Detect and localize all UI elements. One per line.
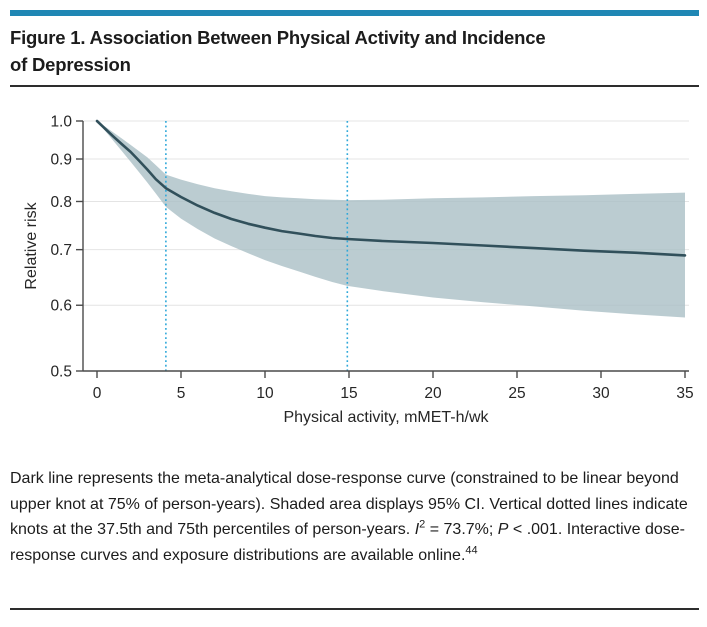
x-tick-label: 15 (340, 385, 357, 402)
x-tick-label: 10 (256, 385, 274, 402)
x-tick-label: 20 (424, 385, 442, 402)
figure-title-line1: Figure 1. Association Between Physical A… (10, 27, 546, 48)
caption-segment: I (414, 521, 420, 538)
caption-segment: Dark line represents the meta-analytical… (10, 470, 688, 538)
dose-response-curve (95, 119, 687, 257)
title-divider (10, 85, 699, 87)
x-tick-label: 30 (592, 385, 610, 402)
confidence-band (97, 121, 685, 318)
dose-response-chart: 1.0 0.9 0.8 0.7 0.6 0.5 0 5 10 15 20 25 30 35 Physical… (23, 114, 694, 427)
x-tick-label: 5 (177, 385, 186, 402)
bottom-divider (10, 608, 699, 610)
figure-title-line2: of Depression (10, 54, 131, 75)
x-axis-title: Physical activity, mMET-h/wk (283, 409, 489, 426)
y-tick-label: 0.6 (50, 298, 72, 315)
figure-accent-bar (10, 10, 699, 16)
y-tick-label: 0.5 (50, 364, 72, 381)
figure-title: Figure 1. Association Between Physical A… (10, 24, 699, 78)
x-tick-label: 25 (508, 385, 525, 402)
x-tick-label: 35 (676, 385, 693, 402)
y-tick-label: 0.9 (50, 152, 72, 169)
x-tick-label: 0 (93, 385, 102, 402)
caption-segment: = 73.7%; (425, 521, 498, 538)
y-tick-label: 0.8 (50, 194, 72, 211)
y-tick-label: 0.7 (50, 242, 72, 259)
caption-segment: P (497, 521, 509, 538)
y-tick-label: 1.0 (50, 114, 72, 131)
caption-segment: 2 (419, 518, 426, 531)
caption-segment: < .001. Interactive dose-response curves… (10, 521, 685, 564)
y-axis-title: Relative risk (23, 201, 40, 289)
figure-caption: Dark line represents the meta-analytical… (10, 466, 700, 568)
caption-segment: 44 (465, 544, 478, 557)
